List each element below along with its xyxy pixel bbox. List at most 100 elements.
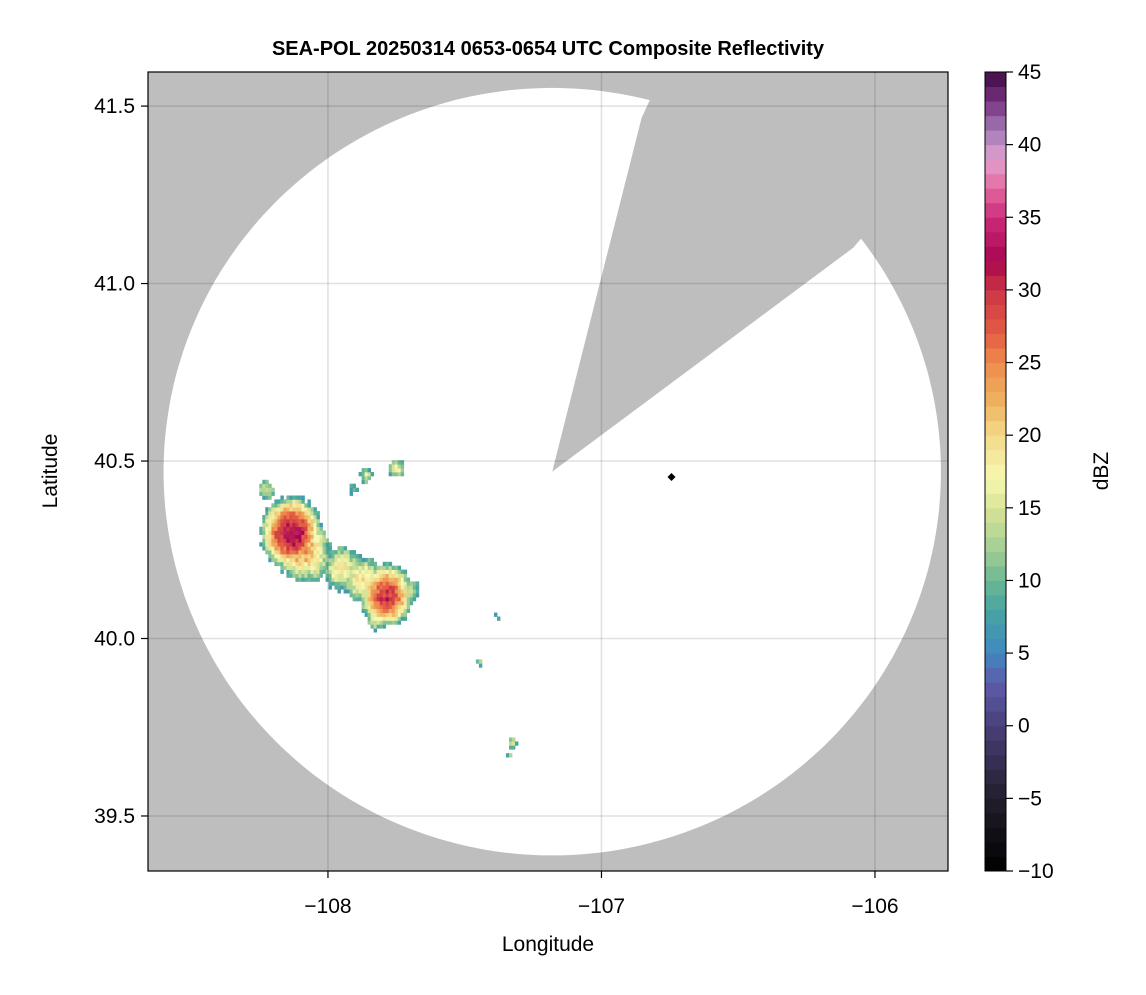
- echo-pixel: [313, 518, 317, 524]
- echo-pixel: [355, 561, 359, 567]
- echo-pixel: [394, 581, 399, 586]
- colorbar-band: [985, 289, 1006, 305]
- echo-pixel: [358, 569, 362, 574]
- echo-pixel: [328, 577, 332, 582]
- colorbar-band: [985, 333, 1006, 349]
- echo-pixel: [382, 593, 387, 598]
- echo-pixel: [316, 554, 320, 559]
- echo-pixel: [301, 565, 305, 570]
- colorbar-band: [985, 754, 1006, 770]
- x-tick-label: −106: [851, 895, 898, 918]
- echo-pixel: [379, 608, 384, 613]
- echo-pixel: [301, 515, 305, 520]
- echo-pixel: [292, 534, 296, 539]
- echo-pixel: [403, 608, 408, 613]
- echo-pixel: [385, 620, 390, 625]
- echo-pixel: [298, 546, 302, 551]
- echo-pixel: [382, 577, 387, 582]
- echo-pixel: [328, 557, 332, 563]
- echo-pixel: [277, 503, 281, 508]
- echo-pixel: [271, 550, 275, 555]
- echo-pixel: [301, 557, 305, 563]
- echo-pixel: [265, 518, 269, 524]
- echo-pixel: [298, 518, 302, 524]
- echo-pixel: [367, 600, 371, 606]
- echo-pixel: [328, 569, 332, 574]
- echo-pixel: [307, 511, 311, 516]
- echo-pixel: [313, 515, 317, 520]
- echo-pixel: [310, 565, 314, 570]
- colorbar-band: [985, 130, 1006, 146]
- echo-pixel: [406, 585, 411, 590]
- echo-pixel: [313, 554, 317, 559]
- echo-pixel: [301, 511, 305, 516]
- echo-pixel: [385, 589, 390, 594]
- echo-pixel: [304, 507, 308, 512]
- echo-pixel: [301, 550, 305, 555]
- echo-pixel: [340, 569, 344, 574]
- echo-pixel: [298, 495, 302, 500]
- echo-pixel: [394, 565, 399, 570]
- echo-pixel: [304, 561, 308, 567]
- echo-pixel: [286, 534, 290, 539]
- echo-pixel: [268, 557, 272, 563]
- echo-pixel: [310, 538, 314, 543]
- echo-pixel: [301, 538, 305, 543]
- echo-pixel: [304, 518, 308, 524]
- echo-pixel: [289, 565, 293, 570]
- echo-pixel: [385, 581, 390, 586]
- echo-pixel: [370, 565, 374, 570]
- echo-pixel: [367, 468, 371, 473]
- echo-pixel: [367, 593, 371, 598]
- echo-pixel: [391, 620, 396, 625]
- echo-pixel: [343, 565, 347, 570]
- echo-pixel: [406, 604, 411, 610]
- echo-pixel: [370, 585, 374, 590]
- echo-pixel: [367, 608, 371, 613]
- echo-pixel: [403, 569, 408, 574]
- echo-pixel: [292, 565, 296, 570]
- echo-pixel: [271, 557, 275, 563]
- echo-pixel: [346, 573, 350, 578]
- y-tick-label: 39.5: [94, 805, 135, 828]
- echo-pixel: [397, 593, 402, 598]
- echo-pixel: [271, 538, 275, 543]
- echo-pixel: [394, 616, 399, 621]
- echo-pixel: [376, 624, 380, 629]
- echo-pixel: [298, 515, 302, 520]
- echo-pixel: [373, 612, 377, 617]
- colorbar-tick-label: 25: [1018, 352, 1041, 375]
- echo-pixel: [361, 577, 365, 582]
- echo-pixel: [343, 561, 347, 567]
- echo-pixel: [367, 475, 371, 481]
- grid-lines: [148, 72, 948, 871]
- echo-pixel: [292, 507, 296, 512]
- colorbar-band: [985, 377, 1006, 393]
- echo-pixel: [274, 507, 278, 512]
- echo-pixel: [268, 530, 272, 535]
- colorbar-tick-label: −5: [1018, 787, 1042, 810]
- echo-pixel: [406, 593, 411, 598]
- echo-pixel: [331, 569, 335, 574]
- echo-pixel: [397, 569, 402, 574]
- echo-pixel: [340, 577, 344, 582]
- colorbar-band: [985, 507, 1006, 523]
- echo-pixel: [313, 538, 317, 543]
- echo-pixel: [301, 507, 305, 512]
- echo-pixel: [298, 561, 302, 567]
- echo-pixel: [265, 495, 269, 500]
- echo-pixel: [298, 542, 302, 547]
- echo-pixel: [376, 600, 380, 606]
- echo-pixel: [409, 597, 414, 602]
- echo-pixel: [367, 616, 371, 621]
- echo-pixel: [316, 569, 320, 574]
- echo-pixel: [292, 515, 296, 520]
- echo-pixel: [316, 526, 320, 531]
- echo-pixel: [286, 522, 290, 528]
- echo-pixel: [394, 569, 399, 574]
- echo-pixel: [313, 569, 317, 574]
- echo-pixel: [289, 526, 293, 531]
- echo-pixel: [361, 557, 365, 563]
- echo-pixel: [334, 561, 338, 567]
- echo-pixel: [349, 593, 353, 598]
